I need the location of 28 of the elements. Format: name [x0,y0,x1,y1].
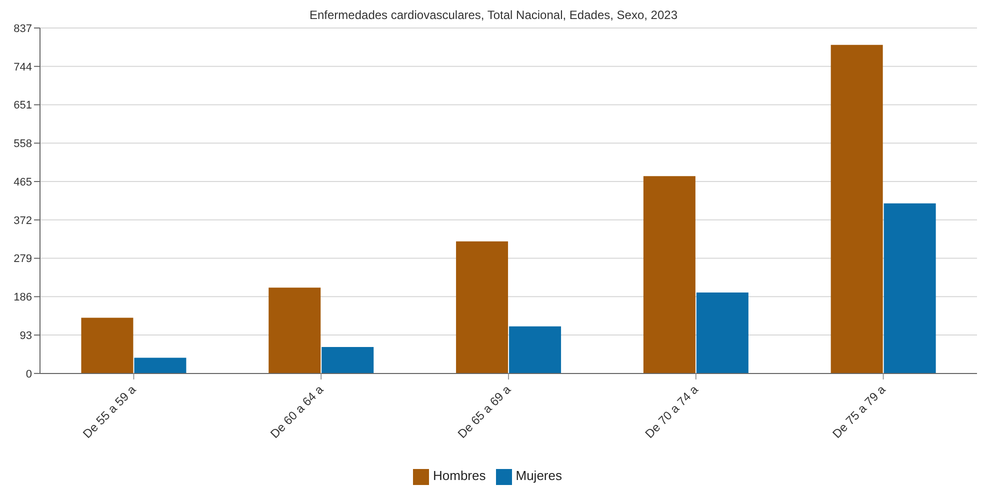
y-tick-label: 744 [14,61,32,74]
bar [884,203,936,374]
bar [134,358,186,374]
x-tick-label: De 60 a 64 a [268,382,326,441]
y-tick-label: 465 [14,176,32,188]
y-tick-label: 93 [20,330,32,342]
legend-label: Hombres [433,468,486,484]
x-tick-label: De 65 a 69 a [454,382,514,441]
chart-title: Enfermedades cardiovasculares, Total Nacional, Edades, Sexo, 2023 [308,8,678,22]
y-tick-label: 372 [14,214,32,227]
bar [268,288,321,374]
y-tick-label: 0 [26,368,32,380]
x-tick-label: De 75 a 79 a [830,382,888,441]
x-tick-label: De 55 a 59 a [80,382,139,441]
y-tick-label: 279 [14,253,32,266]
bar [830,44,883,374]
legend-label: Mujeres [516,468,562,484]
x-tick-label: De 70 a 74 a [642,382,702,441]
bar [509,326,562,374]
y-tick-label: 186 [14,292,32,304]
bar [456,241,508,374]
y-tick-label: 651 [14,100,32,112]
y-tick-label: 837 [14,22,32,35]
bar [696,292,748,374]
bar [81,318,134,374]
bar [322,347,374,374]
bar [643,176,696,374]
y-tick-label: 558 [14,138,32,150]
